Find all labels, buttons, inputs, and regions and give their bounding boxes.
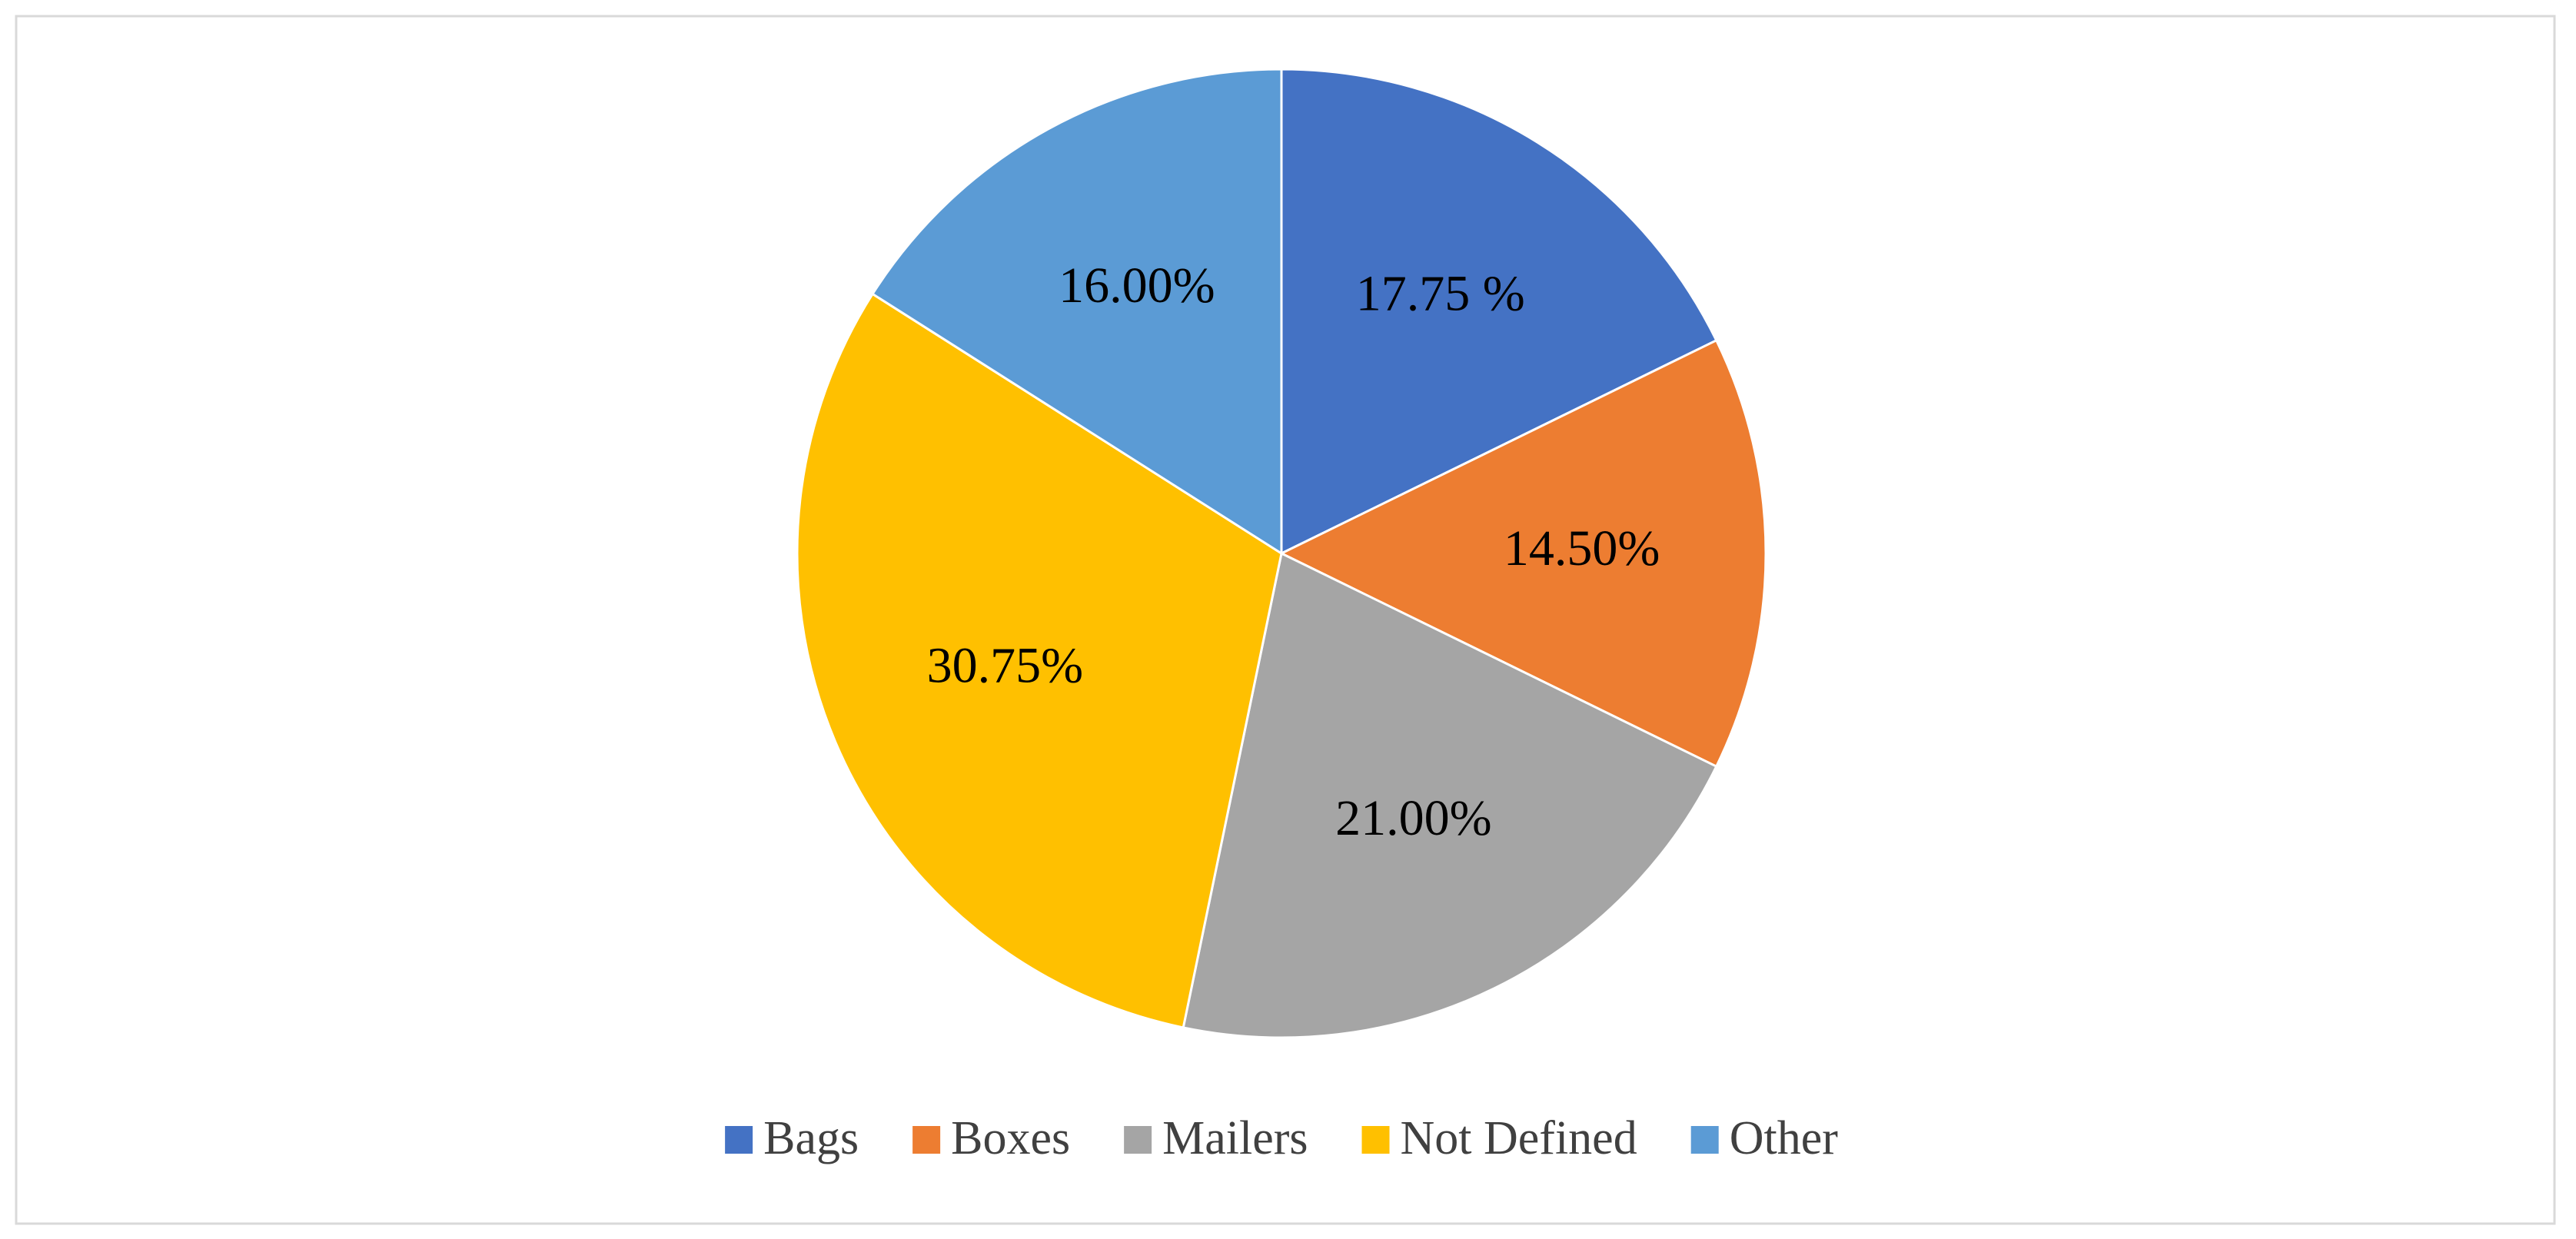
legend-swatch [912, 1126, 941, 1154]
data-label: 30.75% [927, 637, 1083, 693]
legend-label: Mailers [1162, 1112, 1308, 1164]
data-label: 21.00% [1335, 790, 1491, 846]
pie-slice [1280, 68, 1718, 556]
data-label: 14.50% [1504, 520, 1660, 576]
pie-slice [1182, 551, 1718, 1039]
legend-label: Bags [763, 1112, 859, 1164]
data-label: 16.00% [1059, 257, 1215, 314]
legend-swatch [1361, 1126, 1390, 1154]
legend-swatch [1690, 1126, 1719, 1154]
pie-slice [870, 68, 1283, 556]
legend-label: Other [1730, 1112, 1839, 1164]
data-label: 17.75 % [1356, 266, 1525, 322]
pie-slice [1278, 338, 1767, 769]
legend-label: Boxes [951, 1112, 1070, 1164]
legend-label: Not Defined [1401, 1112, 1637, 1164]
legend-swatch [1124, 1126, 1152, 1154]
legend-swatch [725, 1126, 753, 1154]
